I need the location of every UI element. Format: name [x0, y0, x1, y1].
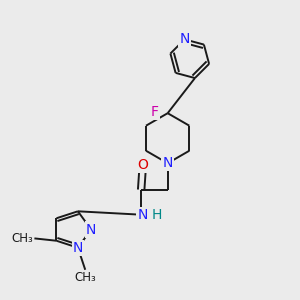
Text: CH₃: CH₃	[11, 232, 33, 245]
Text: N: N	[179, 32, 190, 46]
Text: N: N	[73, 241, 83, 255]
Text: CH₃: CH₃	[74, 271, 96, 284]
Text: N: N	[163, 156, 173, 170]
Text: H: H	[151, 208, 162, 222]
Text: F: F	[150, 105, 158, 119]
Text: O: O	[137, 158, 148, 172]
Text: N: N	[137, 208, 148, 222]
Text: N: N	[86, 223, 96, 236]
